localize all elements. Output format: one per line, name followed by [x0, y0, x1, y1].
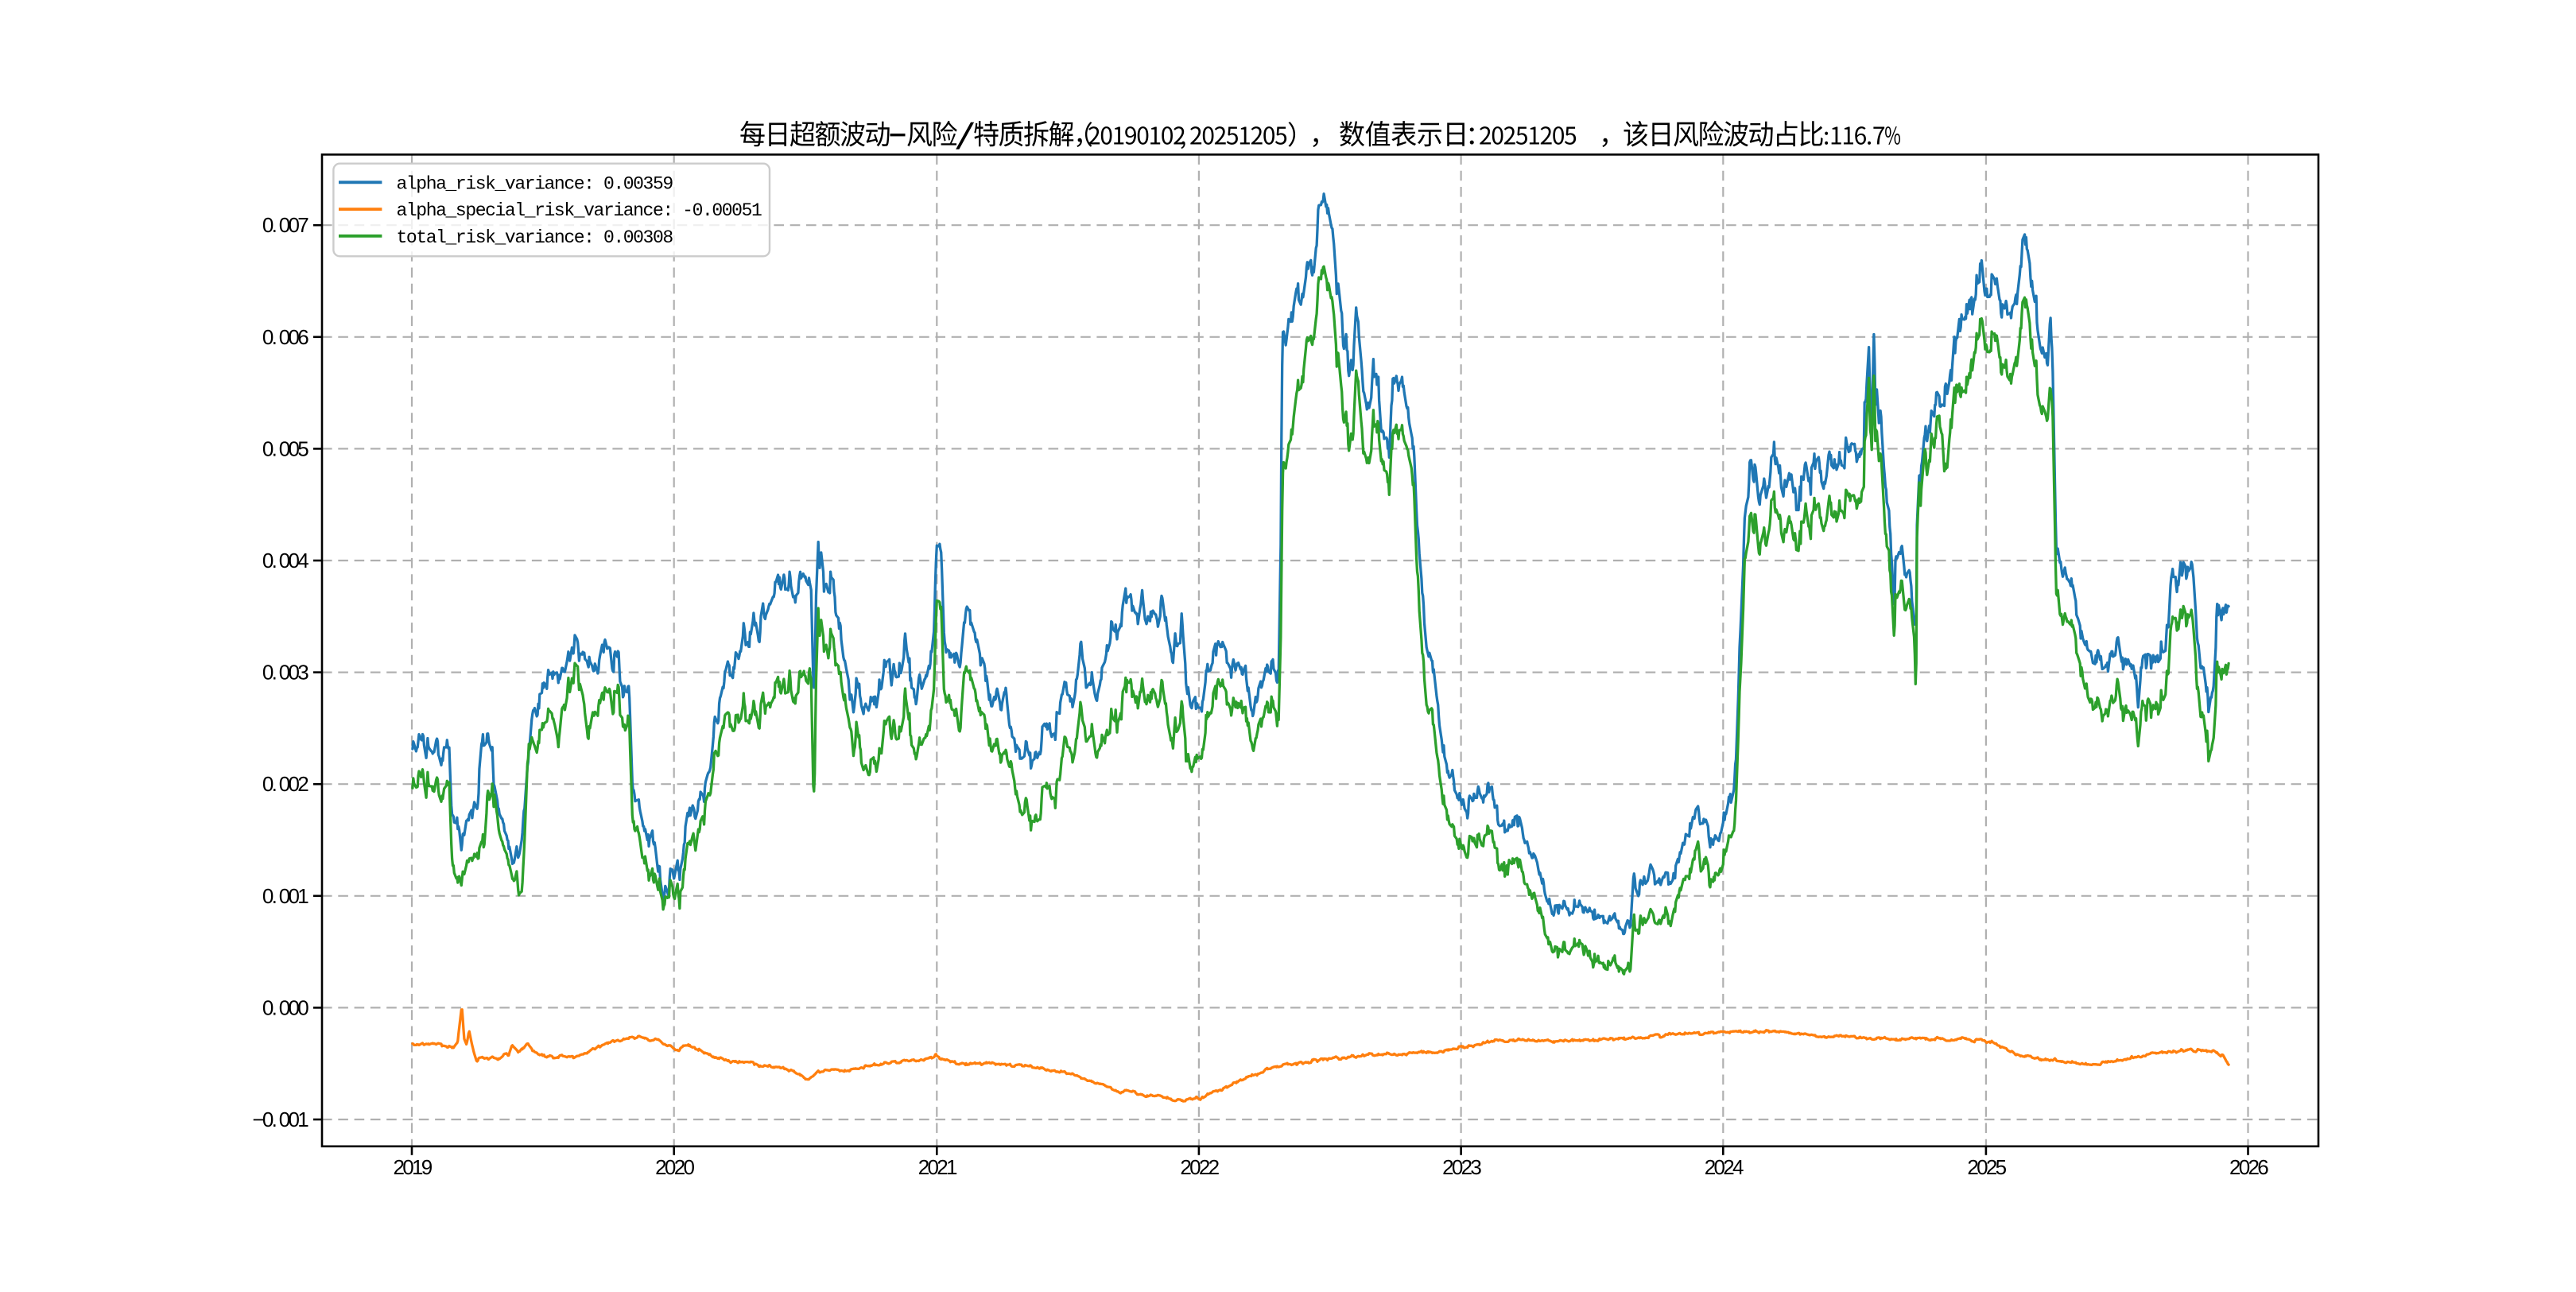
svg-text:2024: 2024: [1705, 1155, 1744, 1179]
svg-text:alpha_risk_variance: 0.00359: alpha_risk_variance: 0.00359: [397, 173, 673, 194]
svg-text:alpha_special_risk_variance: -: alpha_special_risk_variance: -0.00051: [397, 200, 762, 221]
svg-text:2022: 2022: [1180, 1155, 1219, 1179]
svg-text:2023: 2023: [1442, 1155, 1481, 1179]
svg-text:−0. 001: −0. 001: [252, 1108, 308, 1131]
svg-text:0. 003: 0. 003: [262, 661, 308, 685]
svg-text:0. 007: 0. 007: [262, 213, 308, 237]
svg-text:2020: 2020: [655, 1155, 694, 1179]
svg-text:0. 006: 0. 006: [262, 325, 308, 349]
svg-text:2026: 2026: [2229, 1155, 2268, 1179]
svg-text:0. 001: 0. 001: [262, 884, 308, 908]
svg-text:0. 004: 0. 004: [262, 549, 308, 572]
svg-text:2025: 2025: [1967, 1155, 2006, 1179]
svg-text:total_risk_variance: 0.00308: total_risk_variance: 0.00308: [397, 227, 673, 248]
svg-text:2021: 2021: [918, 1155, 957, 1179]
svg-text:0. 002: 0. 002: [262, 772, 308, 796]
svg-text:0. 000: 0. 000: [262, 995, 308, 1019]
svg-text:2019: 2019: [393, 1155, 432, 1179]
svg-text:0. 005: 0. 005: [262, 436, 308, 460]
